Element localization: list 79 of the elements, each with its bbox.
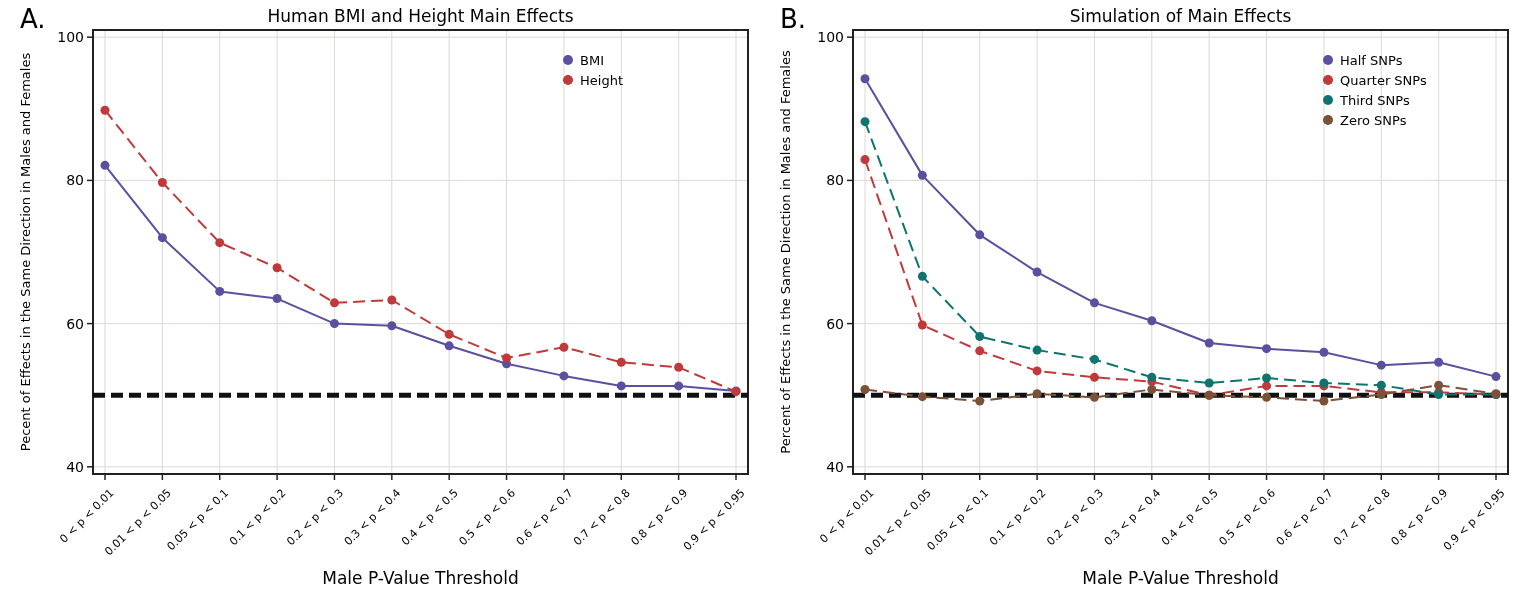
point — [917, 170, 927, 180]
point — [1491, 372, 1501, 382]
point — [1376, 360, 1386, 370]
point — [272, 294, 282, 304]
point — [100, 160, 110, 170]
text: B. — [780, 4, 807, 34]
point — [1147, 372, 1157, 382]
legend-label: Height — [580, 72, 623, 88]
point — [329, 298, 339, 308]
point — [860, 155, 870, 165]
y-axis-title: Percent of Effects in the Same Direction in Males and Females — [778, 50, 793, 454]
y-tick-label: 80 — [826, 172, 844, 189]
point — [444, 341, 454, 351]
point — [1262, 392, 1272, 402]
y-tick-label: 40 — [826, 458, 844, 475]
point — [975, 332, 985, 341]
point — [157, 233, 167, 243]
point — [1089, 372, 1099, 382]
point — [329, 319, 339, 329]
point — [1147, 385, 1157, 394]
point — [559, 371, 569, 381]
y-tick-label: 80 — [66, 172, 84, 189]
point — [1319, 347, 1329, 357]
point — [975, 346, 985, 356]
point — [1089, 392, 1099, 402]
point — [1089, 354, 1099, 364]
y-tick-label: 60 — [66, 315, 84, 332]
point — [1032, 389, 1042, 399]
point — [559, 342, 569, 352]
chart-title: Human BMI and Height Main Effects — [267, 6, 574, 26]
point — [215, 238, 225, 248]
point — [157, 178, 167, 188]
point — [917, 271, 927, 281]
point — [1147, 316, 1157, 326]
x-axis-title: Male P-Value Threshold — [322, 568, 519, 588]
point — [975, 230, 985, 240]
point — [387, 321, 397, 331]
point — [1434, 380, 1444, 390]
legend-label: BMI — [580, 52, 604, 68]
y-tick-label: 60 — [826, 315, 844, 332]
point — [860, 385, 870, 394]
point — [917, 320, 927, 330]
point — [975, 396, 985, 406]
point — [860, 117, 870, 127]
legend-label: Third SNPs — [1339, 92, 1410, 108]
point — [917, 392, 927, 402]
point — [1089, 298, 1099, 308]
point — [444, 329, 454, 339]
legend-label: Quarter SNPs — [1340, 72, 1427, 88]
legend-label: Zero SNPs — [1340, 112, 1407, 128]
point — [1204, 338, 1214, 348]
point — [1434, 357, 1444, 367]
text: A. — [20, 4, 46, 34]
point — [272, 263, 282, 273]
y-tick-label: 100 — [57, 29, 84, 46]
point — [1262, 344, 1272, 354]
point — [1204, 378, 1214, 388]
chart-title: Simulation of Main Effects — [1069, 6, 1292, 26]
point — [100, 105, 110, 115]
point — [616, 357, 626, 367]
point — [674, 381, 684, 391]
x-axis-title: Male P-Value Threshold — [1082, 568, 1279, 588]
point — [215, 286, 225, 296]
point — [502, 353, 512, 363]
point — [860, 74, 870, 84]
point — [1032, 366, 1042, 376]
legend-label: Half SNPs — [1340, 52, 1403, 68]
point — [1376, 380, 1386, 390]
point — [674, 362, 684, 372]
y-tick-label: 100 — [817, 29, 844, 46]
point — [1319, 396, 1329, 406]
point — [387, 295, 397, 305]
point — [1262, 381, 1272, 391]
point — [1262, 373, 1272, 383]
point — [1032, 345, 1042, 355]
y-axis-title: Pecent of Effects in the Same Direction in Males and Females — [18, 52, 33, 452]
y-tick-label: 40 — [66, 458, 84, 475]
point — [1032, 267, 1042, 277]
point — [616, 381, 626, 391]
